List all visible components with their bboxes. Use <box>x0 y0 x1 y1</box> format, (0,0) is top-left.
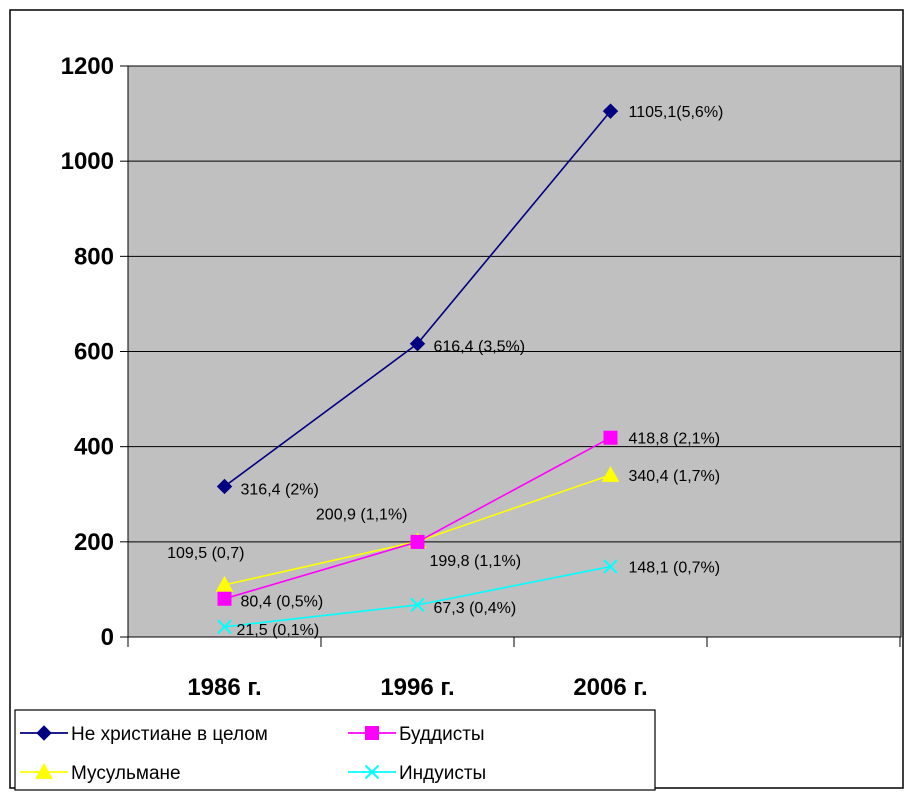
series <box>215 103 620 634</box>
data-labels: 316,4 (2%) 616,4 (3,5%) 1105,1(5,6%) 80,4 (… <box>167 104 723 639</box>
data-point <box>410 597 425 613</box>
data-point <box>217 591 232 606</box>
y-tick-label: 0 <box>101 624 114 651</box>
legend-item: Не христиане в целом <box>20 724 268 745</box>
data-label: 200,9 (1,1%) <box>316 506 408 523</box>
legend-label: Мусульмане <box>71 763 181 784</box>
y-tick-label: 1000 <box>61 148 114 175</box>
data-point <box>409 335 426 352</box>
x-tick-label: 2006 г. <box>573 674 647 701</box>
marker-stroke <box>603 559 618 574</box>
data-label: 616,4 (3,5%) <box>434 339 526 356</box>
legend-label: Индуисты <box>399 763 486 784</box>
legend-label: Буддисты <box>399 724 485 745</box>
data-point <box>603 559 618 574</box>
legend-swatch-marker <box>36 725 52 741</box>
legend: Не христиане в целом Буддисты Мусульмане Ин… <box>14 709 656 791</box>
data-point <box>215 575 234 592</box>
data-label: 80,4 (0,5%) <box>241 594 324 611</box>
y-tick-label: 200 <box>74 529 114 556</box>
y-tick-label: 400 <box>74 434 114 461</box>
legend-swatch-marker <box>365 726 379 740</box>
data-point <box>410 534 425 549</box>
data-point <box>216 478 233 495</box>
data-label: 316,4 (2%) <box>241 481 319 498</box>
axes: 0 200 400 600 800 1000 1200 1986 г. 1996 г. 2006 … <box>61 53 901 701</box>
grid-lines <box>128 65 901 543</box>
marker-stroke <box>410 597 425 613</box>
data-label: 340,4 (1,7%) <box>629 468 721 485</box>
legend-item: Мусульмане <box>20 762 181 784</box>
data-point <box>601 465 620 482</box>
data-point <box>217 619 232 634</box>
data-label: 21,5 (0,1%) <box>237 622 320 639</box>
data-point <box>603 430 618 445</box>
y-tick-label: 800 <box>74 243 114 270</box>
legend-item: Индуисты <box>348 763 486 784</box>
legend-label: Не христиане в целом <box>71 724 268 745</box>
data-label: 199,8 (1,1%) <box>430 553 522 570</box>
x-tick-label: 1986 г. <box>187 674 261 701</box>
y-tick-label: 1200 <box>61 53 114 80</box>
data-label: 67,3 (0,4%) <box>434 600 517 617</box>
data-label: 109,5 (0,7) <box>167 545 244 562</box>
x-tick-label: 1996 г. <box>380 674 454 701</box>
y-tick-label: 600 <box>74 339 114 366</box>
marker-stroke <box>364 764 380 780</box>
marker-stroke <box>217 619 232 634</box>
legend-item: Буддисты <box>348 724 485 745</box>
data-label: 148,1 (0,7%) <box>629 560 721 577</box>
legend-swatch-marker <box>35 762 53 779</box>
data-point <box>602 103 619 119</box>
data-label: 418,8 (2,1%) <box>629 431 721 448</box>
data-label: 1105,1(5,6%) <box>629 104 724 121</box>
legend-swatch-marker <box>364 764 380 780</box>
legend-box <box>14 709 656 791</box>
